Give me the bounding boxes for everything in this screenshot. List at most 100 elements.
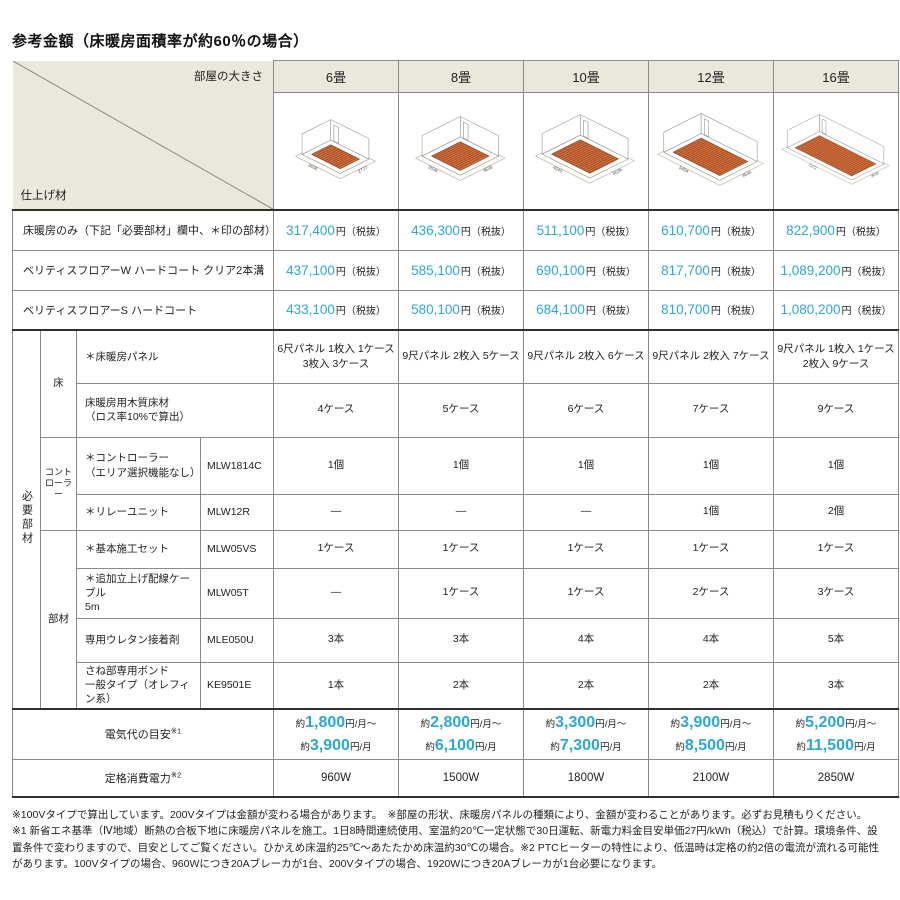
value-cell: 4ケース	[273, 382, 399, 438]
side-label-required-parts: 必要部材	[12, 329, 41, 710]
value-cell: 9尺パネル 2枚入 7ケース	[648, 329, 774, 384]
parts-row: さね部専用ボンド 一般タイプ（オレフィン系） KE9501E 1本 2本 2本 …	[13, 661, 899, 710]
value-cell: 2ケース	[648, 567, 774, 619]
header-row: 部屋の大きさ 仕上げ材 6畳 8畳 10畳 12畳 16畳	[12, 60, 899, 211]
price-cell: 436,300円（税抜）	[398, 209, 524, 251]
svg-text:2727: 2727	[357, 164, 369, 173]
value-cell: 4本	[523, 617, 649, 663]
model-number: MLW1814C	[200, 436, 274, 495]
page: 参考金額（床暖房面積率が約60％の場合） 部屋の大きさ 仕上げ材 6畳 8畳 1…	[12, 33, 899, 872]
parts-row: ＊リレーユニット MLW12R — — — 1個 2個	[13, 493, 899, 531]
room-image-cell: 3636 2727	[273, 92, 399, 211]
item-label: ＊追加立上げ配線ケーブル 5m	[76, 567, 201, 619]
value-cell: 9尺パネル 2枚入 5ケース	[398, 329, 524, 384]
svg-text:3636: 3636	[612, 167, 624, 176]
price-row: 床暖房のみ（下記「必要部材」欄中、＊印の部材） 317,400円（税抜） 436…	[12, 209, 899, 251]
parts-row: ＊追加立上げ配線ケーブル 5m MLW05T — 1ケース 1ケース 2ケース …	[13, 567, 899, 619]
footnotes: ※100Vタイプで算出しています。200Vタイプは金額が変わる場合があります。 …	[12, 807, 888, 872]
value-cell: 3本	[273, 617, 399, 663]
value-cell: 1ケース	[273, 529, 399, 569]
value-cell: 3本	[773, 661, 899, 710]
svg-text:3636: 3636	[427, 165, 439, 174]
value-cell: 9尺パネル 2枚入 6ケース	[523, 329, 649, 384]
room-isometric-drawing-16jo: 7272 3636	[776, 94, 896, 208]
price-spec-table: 部屋の大きさ 仕上げ材 6畳 8畳 10畳 12畳 16畳 3636 2727 3…	[12, 60, 899, 798]
room-image-cell: 7272 3636	[773, 92, 899, 211]
group-label-controller: コント ローラー	[40, 436, 77, 531]
diagonal-divider-line	[13, 61, 274, 210]
value-cell: 1個	[648, 436, 774, 495]
column-header-8jo: 8畳	[398, 60, 524, 93]
value-cell: 1ケース	[523, 567, 649, 619]
group-label-materials: 部材	[40, 529, 77, 710]
value-cell: 1ケース	[398, 529, 524, 569]
parts-row: 必要部材 床 ＊床暖房パネル 6尺パネル 1枚入 1ケース 3枚入 3ケース 9…	[12, 329, 899, 710]
rated-power-cell: 2850W	[773, 758, 899, 798]
value-cell: 2本	[648, 661, 774, 710]
value-cell: —	[523, 493, 649, 531]
value-cell: 1個	[773, 436, 899, 495]
value-cell: —	[273, 567, 399, 619]
price-cell: 610,700円（税抜）	[648, 209, 774, 251]
svg-text:3636: 3636	[741, 169, 753, 178]
value-cell: 1個	[398, 436, 524, 495]
parts-row: 専用ウレタン接着剤 MLE050U 3本 3本 4本 4本 5本	[13, 617, 899, 663]
corner-label-room-size: 部屋の大きさ	[194, 70, 263, 83]
price-cell: 580,100円（税抜）	[398, 289, 524, 331]
price-cell: 585,100円（税抜）	[398, 249, 524, 291]
corner-cell: 部屋の大きさ 仕上げ材	[12, 60, 274, 211]
value-cell: 1ケース	[648, 529, 774, 569]
parts-row: 部材 ＊基本施工セット MLW05VS 1ケース 1ケース 1ケース 1ケース …	[13, 529, 899, 710]
model-number: MLW05VS	[200, 529, 274, 569]
value-cell: 2本	[523, 661, 649, 710]
rated-power-label: 定格消費電力※2	[12, 758, 274, 798]
price-cell: 822,900円（税抜）	[773, 209, 899, 251]
room-image-cell: 3636 3636	[398, 92, 524, 211]
svg-text:5454: 5454	[678, 164, 690, 173]
price-cell: 690,100円（税抜）	[523, 249, 649, 291]
value-cell: 1ケース	[523, 529, 649, 569]
value-cell: —	[398, 493, 524, 531]
rated-power-cell: 1500W	[398, 758, 524, 798]
item-label: ＊コントローラー （エリア選択機能なし）	[76, 436, 201, 495]
model-number: MLE050U	[200, 617, 274, 663]
value-cell: 2本	[398, 661, 524, 710]
value-cell: 2個	[773, 493, 899, 531]
price-row-label: ベリティスフロアーW ハードコート クリア2本溝	[12, 249, 274, 291]
room-isometric-drawing-6jo: 3636 2727	[276, 94, 396, 208]
model-number: MLW12R	[200, 493, 274, 531]
room-isometric-drawing-8jo: 3636 3636	[401, 94, 521, 208]
price-cell: 437,100円（税抜）	[273, 249, 399, 291]
room-isometric-drawing-10jo: 4545 3636	[526, 94, 646, 208]
group-label-floor: 床	[40, 329, 77, 438]
svg-text:7272: 7272	[808, 162, 818, 170]
electric-cost-cell: 約1,800円/月～ 約3,900円/月	[273, 708, 399, 760]
electric-cost-cell: 約5,200円/月～ 約11,500円/月	[773, 708, 899, 760]
room-image-cell: 4545 3636	[523, 92, 649, 211]
price-row: ベリティスフロアーS ハードコート 433,100円（税抜） 580,100円（…	[12, 289, 899, 331]
room-image-cell: 5454 3636	[648, 92, 774, 211]
value-cell: 1ケース	[773, 529, 899, 569]
item-label: さね部専用ボンド 一般タイプ（オレフィン系）	[76, 661, 201, 710]
price-row-label: 床暖房のみ（下記「必要部材」欄中、＊印の部材）	[12, 209, 276, 251]
room-isometric-drawing-12jo: 5454 3636	[651, 94, 771, 208]
svg-text:3636: 3636	[307, 162, 319, 171]
value-cell: 9ケース	[773, 382, 899, 438]
value-cell: 9尺パネル 1枚入 1ケース 2枚入 9ケース	[773, 329, 899, 384]
price-cell: 1,080,200円（税抜）	[773, 289, 899, 331]
price-cell: 317,400円（税抜）	[273, 209, 399, 251]
item-label: ＊基本施工セット	[76, 529, 201, 569]
price-cell: 817,700円（税抜）	[648, 249, 774, 291]
value-cell: 3ケース	[773, 567, 899, 619]
footnote-line: ※100Vタイプで算出しています。200Vタイプは金額が変わる場合があります。 …	[12, 809, 868, 821]
parts-row: コント ローラー ＊コントローラー （エリア選択機能なし） MLW1814C 1…	[13, 436, 899, 531]
column-header-16jo: 16畳	[773, 60, 899, 93]
value-cell: 1ケース	[398, 567, 524, 619]
svg-text:3636: 3636	[482, 164, 494, 173]
svg-text:3636: 3636	[870, 170, 880, 178]
column-header-12jo: 12畳	[648, 60, 774, 93]
price-cell: 511,100円（税抜）	[523, 209, 649, 251]
rated-power-cell: 2100W	[648, 758, 774, 798]
rated-power-cell: 1800W	[523, 758, 649, 798]
model-number: MLW05T	[200, 567, 274, 619]
